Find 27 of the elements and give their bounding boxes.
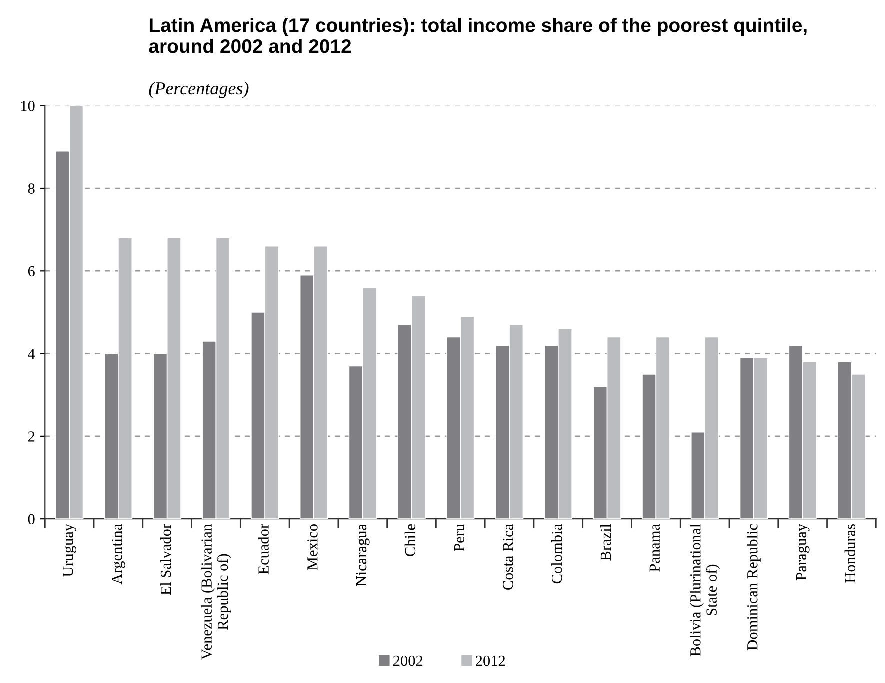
x-tick-label: Paraguay bbox=[796, 524, 810, 580]
x-tick-label: Costa Rica bbox=[503, 524, 514, 590]
chart-subtitle: (Percentages) bbox=[149, 82, 249, 98]
x-tick-label: Brazil bbox=[600, 524, 612, 561]
y-tick-label: 0 bbox=[28, 514, 35, 525]
x-tick-label: Dominican Republic bbox=[747, 524, 761, 650]
x-tick-label: Panama bbox=[650, 524, 660, 572]
y-tick-label: 8 bbox=[28, 184, 35, 194]
x-tick-label: Bolivia (Plurinational State of) bbox=[690, 524, 720, 656]
x-tick-label: Mexico bbox=[308, 524, 318, 570]
y-tick-label: 6 bbox=[28, 266, 35, 277]
x-tick-label: Nicaragua bbox=[356, 524, 370, 586]
legend-label: 2012 bbox=[476, 656, 506, 666]
x-tick-label: Argentina bbox=[112, 524, 126, 585]
x-tick-label: Honduras bbox=[844, 524, 856, 583]
x-tick-label: Uruguay bbox=[63, 524, 77, 578]
chart-title: Latin America (17 countries): total income share of the poorest quintile, around 2002 and 2012 bbox=[149, 18, 807, 54]
y-tick-label: 4 bbox=[28, 349, 36, 360]
x-tick-label: Ecuador bbox=[258, 524, 269, 574]
x-tick-label: Colombia bbox=[551, 524, 562, 584]
legend-label: 2002 bbox=[394, 656, 423, 666]
x-tick-label: Chile bbox=[404, 524, 416, 556]
x-tick-label: Venezuela (Bolivarian Republic of) bbox=[201, 524, 232, 660]
y-tick-label: 2 bbox=[28, 432, 35, 442]
y-tick-label: 10 bbox=[21, 101, 35, 112]
x-tick-label: El Salvador bbox=[160, 524, 172, 596]
x-tick-label: Peru bbox=[454, 524, 464, 552]
